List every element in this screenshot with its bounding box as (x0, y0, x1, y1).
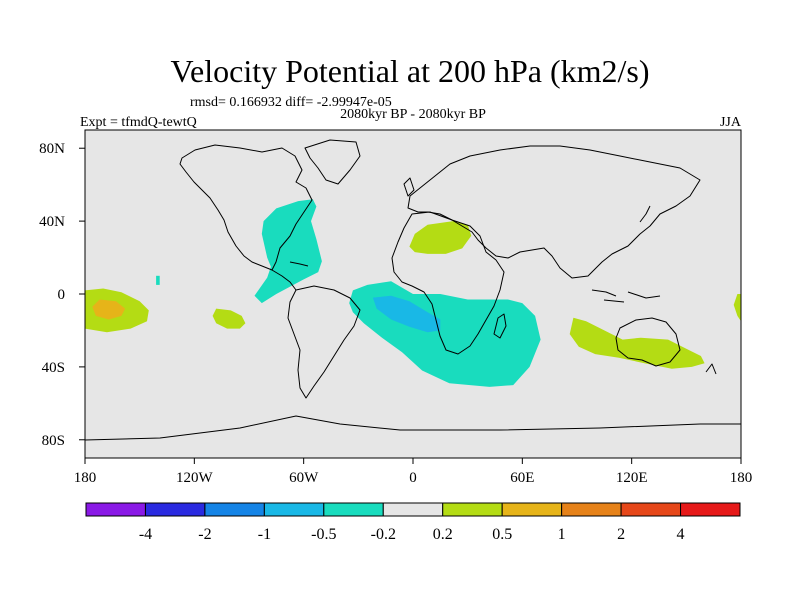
region-east-pacific-positive (212, 308, 246, 329)
region-africa-inner-negative (372, 295, 441, 333)
x-tick-label: 60E (510, 470, 534, 486)
y-tick-label: 40S (42, 360, 65, 376)
colorbar: -4 -2 -1 -0.5 -0.2 0.2 0.5 1 2 4 (85, 502, 741, 543)
coast-central-america (271, 269, 297, 291)
colorbar-swatch (501, 502, 563, 517)
coast-south-america (287, 285, 361, 399)
coast-uk (403, 177, 415, 197)
coast-antarctica (85, 415, 741, 441)
colorbar-swatch (263, 502, 325, 517)
x-tick-label: 180 (730, 470, 753, 486)
coast-new-zealand (705, 363, 717, 375)
coast-greenland (304, 139, 361, 185)
coast-indonesia (591, 289, 661, 303)
colorbar-swatch (382, 502, 444, 517)
colorbar-swatch (144, 502, 206, 517)
coast-caribbean (289, 261, 309, 267)
coastlines (85, 139, 741, 441)
y-tick-label: 40N (39, 214, 65, 230)
colorbar-label: -0.2 (371, 526, 396, 543)
colorbar-label: 4 (677, 526, 685, 543)
region-west-pacific-positive (733, 294, 741, 322)
y-tick-label: 0 (58, 287, 66, 303)
coast-africa (391, 211, 505, 355)
colorbar-label: -2 (198, 526, 211, 543)
experiment-label: Expt = tfmdQ-tewtQ (80, 115, 197, 130)
chart-title: Velocity Potential at 200 hPa (km2/s) (170, 53, 649, 89)
colorbar-swatch (680, 502, 741, 517)
region-north-africa-positive (409, 221, 472, 254)
axis-ticks: 180 120W 60W 0 60E 120E 180 80N 40N 0 40S 80S (39, 141, 752, 486)
x-tick-label: 120E (616, 470, 648, 486)
x-tick-label: 120W (176, 470, 214, 486)
y-tick-label: 80S (42, 433, 65, 449)
colorbar-label: 0.5 (492, 526, 512, 543)
coast-eurasia (407, 145, 701, 279)
period-label: 2080kyr BP - 2080kyr BP (340, 107, 486, 122)
y-tick-label: 80N (39, 141, 65, 157)
region-pacific-dateline-inner-positive (92, 299, 126, 320)
colorbar-label: -1 (258, 526, 271, 543)
colorbar-label: 1 (558, 526, 566, 543)
x-tick-label: 60W (289, 470, 319, 486)
stats-label: rmsd= 0.166932 diff= -2.99947e-05 (190, 95, 392, 110)
x-tick-label: 180 (74, 470, 97, 486)
colorbar-label: 0.2 (433, 526, 453, 543)
region-central-pacific-speck (156, 275, 160, 285)
season-label: JJA (720, 115, 742, 130)
coast-japan (639, 205, 651, 223)
colorbar-swatch (561, 502, 622, 517)
colorbar-swatch (620, 502, 682, 517)
x-tick-label: 0 (409, 470, 417, 486)
coast-madagascar (493, 313, 507, 339)
colorbar-swatch (442, 502, 503, 517)
region-north-atlantic-negative (254, 199, 322, 304)
coast-australia (615, 317, 681, 367)
coast-north-america (179, 144, 313, 271)
colorbar-swatch (323, 502, 384, 517)
colorbar-label: -4 (139, 526, 152, 543)
contour-fills (85, 199, 741, 387)
region-australia-positive (569, 317, 705, 369)
colorbar-label: -0.5 (311, 526, 336, 543)
colorbar-swatch (85, 502, 146, 517)
colorbar-label: 2 (617, 526, 625, 543)
colorbar-swatch (204, 502, 265, 517)
